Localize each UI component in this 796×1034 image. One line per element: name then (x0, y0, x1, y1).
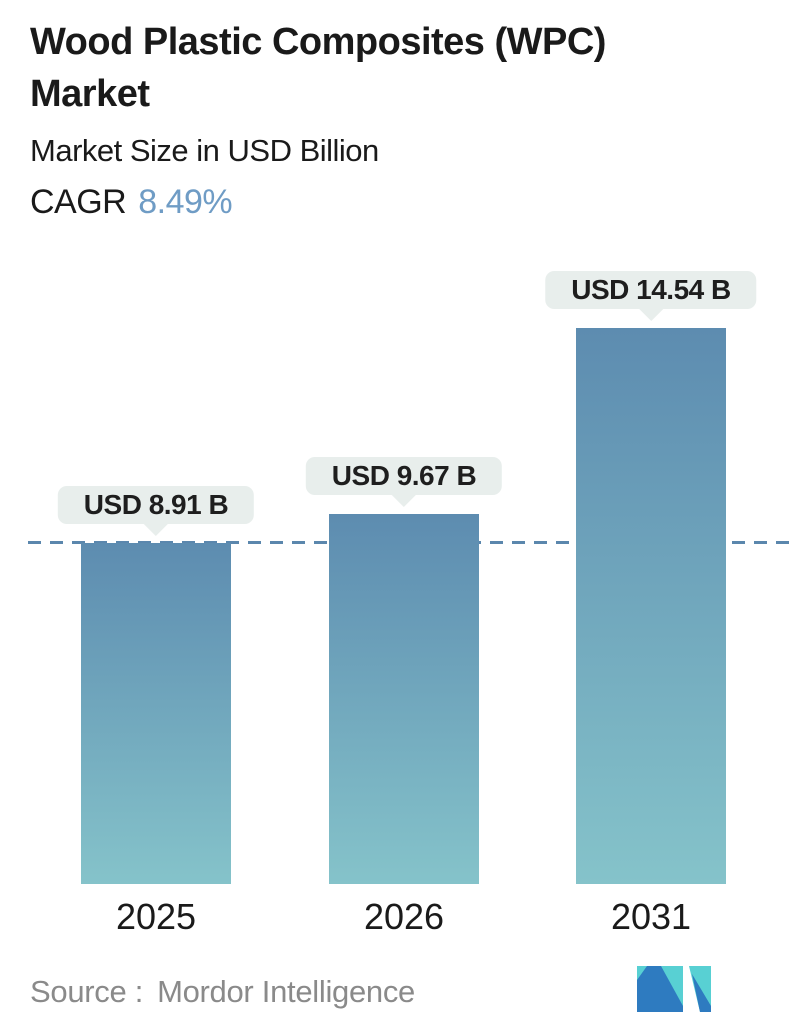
bar-2025 (81, 543, 231, 884)
value-badge-2025: USD 8.91 B (57, 486, 255, 524)
bar-2026 (329, 514, 479, 884)
chart-subtitle: Market Size in USD Billion (30, 133, 379, 168)
cagr-line: CAGR 8.49% (30, 184, 770, 220)
x-axis-label-2026: 2026 (363, 896, 445, 937)
x-axis-label-2031: 2031 (610, 896, 692, 937)
header: Wood Plastic Composites (WPC) Market Mar… (30, 16, 770, 220)
source-value: Mordor Intelligence (157, 974, 415, 1009)
x-axis-label-2025: 2025 (115, 896, 197, 937)
cagr-label: CAGR (30, 183, 127, 221)
bar-2031 (576, 328, 726, 884)
mordor-intelligence-logo (637, 966, 711, 1012)
value-badge-2031: USD 14.54 B (545, 271, 757, 309)
source-label: Source : (30, 974, 144, 1009)
cagr-value: 8.49% (138, 183, 233, 221)
source-line: Source : Mordor Intelligence (30, 974, 415, 1010)
chart-title: Wood Plastic Composites (WPC) Market (30, 21, 606, 115)
value-badge-2026: USD 9.67 B (305, 457, 503, 495)
